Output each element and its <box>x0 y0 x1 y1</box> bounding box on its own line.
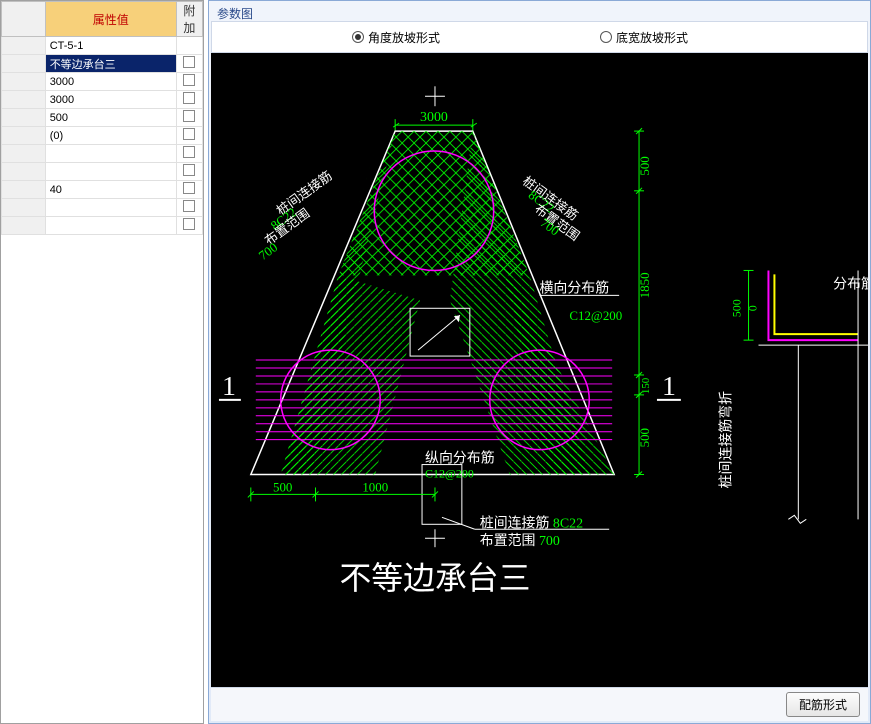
groupbox-title: 参数图 <box>211 3 868 21</box>
table-row[interactable]: (0) <box>2 127 203 145</box>
checkbox-icon[interactable] <box>183 92 195 104</box>
radio-width-slope[interactable]: 底宽放坡形式 <box>600 29 688 46</box>
row-index-cell <box>2 145 46 163</box>
dim-r1: 500 <box>637 156 652 175</box>
row-index-cell <box>2 55 46 73</box>
radio-dot-icon <box>352 31 364 43</box>
label-vert-spec: C12@200 <box>425 467 474 481</box>
table-row[interactable]: 40 <box>2 181 203 199</box>
row-value-cell[interactable]: 40 <box>45 181 176 199</box>
property-panel: 属性值 附加 CT-5-1不等边承台三30003000500(0)40 <box>0 0 204 724</box>
row-extra-cell[interactable] <box>176 55 202 73</box>
checkbox-icon[interactable] <box>183 146 195 158</box>
row-extra-cell[interactable] <box>176 181 202 199</box>
button-row: 配筋形式 <box>211 687 868 721</box>
section-marker-right: 1 <box>662 371 676 402</box>
dim-b2: 1000 <box>362 479 388 494</box>
radio-width-label: 底宽放坡形式 <box>616 29 688 46</box>
label-horiz-spec: C12@200 <box>569 308 622 323</box>
cad-drawing: 3000 <box>211 53 868 687</box>
table-row[interactable] <box>2 217 203 235</box>
row-index-cell <box>2 127 46 145</box>
row-value-cell[interactable]: 不等边承台三 <box>45 55 176 73</box>
row-value-cell[interactable]: 3000 <box>45 91 176 109</box>
row-value-cell[interactable] <box>45 199 176 217</box>
checkbox-icon[interactable] <box>183 200 195 212</box>
property-table: 属性值 附加 CT-5-1不等边承台三30003000500(0)40 <box>1 1 203 235</box>
checkbox-icon[interactable] <box>183 56 195 68</box>
checkbox-icon[interactable] <box>183 164 195 176</box>
header-empty <box>2 2 46 37</box>
section-marker-left: 1 <box>222 371 236 402</box>
row-extra-cell[interactable] <box>176 73 202 91</box>
header-value: 属性值 <box>45 2 176 37</box>
row-value-cell[interactable]: 3000 <box>45 73 176 91</box>
table-row[interactable]: 3000 <box>2 91 203 109</box>
checkbox-icon[interactable] <box>183 182 195 194</box>
label-bottom-2: 布置范围 700 <box>480 532 560 549</box>
label-bottom-1: 桩间连接筋 8C22 <box>480 514 583 531</box>
dim-b1: 500 <box>273 479 292 494</box>
row-extra-cell[interactable] <box>176 37 202 55</box>
radio-angle-slope[interactable]: 角度放坡形式 <box>352 29 440 46</box>
rebar-form-button[interactable]: 配筋形式 <box>786 692 860 717</box>
table-row[interactable] <box>2 199 203 217</box>
header-extra: 附加 <box>176 2 202 37</box>
row-value-cell[interactable] <box>45 217 176 235</box>
row-value-cell[interactable] <box>45 163 176 181</box>
row-extra-cell[interactable] <box>176 127 202 145</box>
checkbox-icon[interactable] <box>183 110 195 122</box>
side-dim2: 0 <box>746 305 760 311</box>
table-row[interactable]: 500 <box>2 109 203 127</box>
row-index-cell <box>2 181 46 199</box>
radio-dot-icon <box>600 31 612 43</box>
table-row[interactable]: 3000 <box>2 73 203 91</box>
row-extra-cell[interactable] <box>176 217 202 235</box>
row-extra-cell[interactable] <box>176 91 202 109</box>
dim-r2: 1850 <box>637 272 652 298</box>
row-extra-cell[interactable] <box>176 109 202 127</box>
row-index-cell <box>2 163 46 181</box>
table-row[interactable] <box>2 145 203 163</box>
slope-mode-row: 角度放坡形式 底宽放坡形式 <box>211 21 868 53</box>
side-vert-label: 桩间连接筋弯折 <box>718 391 735 489</box>
drawing-title: 不等边承台三 <box>339 561 530 596</box>
side-dim1: 500 <box>730 299 744 317</box>
checkbox-icon[interactable] <box>183 128 195 140</box>
row-index-cell <box>2 109 46 127</box>
row-index-cell <box>2 73 46 91</box>
table-row[interactable]: CT-5-1 <box>2 37 203 55</box>
row-value-cell[interactable]: 500 <box>45 109 176 127</box>
row-extra-cell[interactable] <box>176 145 202 163</box>
row-extra-cell[interactable] <box>176 163 202 181</box>
dim-r4: 500 <box>637 428 652 447</box>
row-value-cell[interactable]: CT-5-1 <box>45 37 176 55</box>
table-row[interactable]: 不等边承台三 <box>2 55 203 73</box>
row-index-cell <box>2 217 46 235</box>
row-index-cell <box>2 91 46 109</box>
parameter-panel: 参数图 角度放坡形式 底宽放坡形式 <box>208 0 871 724</box>
row-index-cell <box>2 37 46 55</box>
dim-r3: 150 <box>640 377 652 394</box>
row-value-cell[interactable]: (0) <box>45 127 176 145</box>
label-vert: 纵向分布筋 <box>425 450 495 467</box>
checkbox-icon[interactable] <box>183 218 195 230</box>
dim-top: 3000 <box>420 110 448 125</box>
label-horiz: 横向分布筋 <box>540 279 610 296</box>
side-right-label: 分布筋 <box>833 275 868 292</box>
drawing-svg: 3000 <box>211 53 868 687</box>
row-index-cell <box>2 199 46 217</box>
checkbox-icon[interactable] <box>183 74 195 86</box>
radio-angle-label: 角度放坡形式 <box>368 29 440 46</box>
row-value-cell[interactable] <box>45 145 176 163</box>
table-row[interactable] <box>2 163 203 181</box>
row-extra-cell[interactable] <box>176 199 202 217</box>
